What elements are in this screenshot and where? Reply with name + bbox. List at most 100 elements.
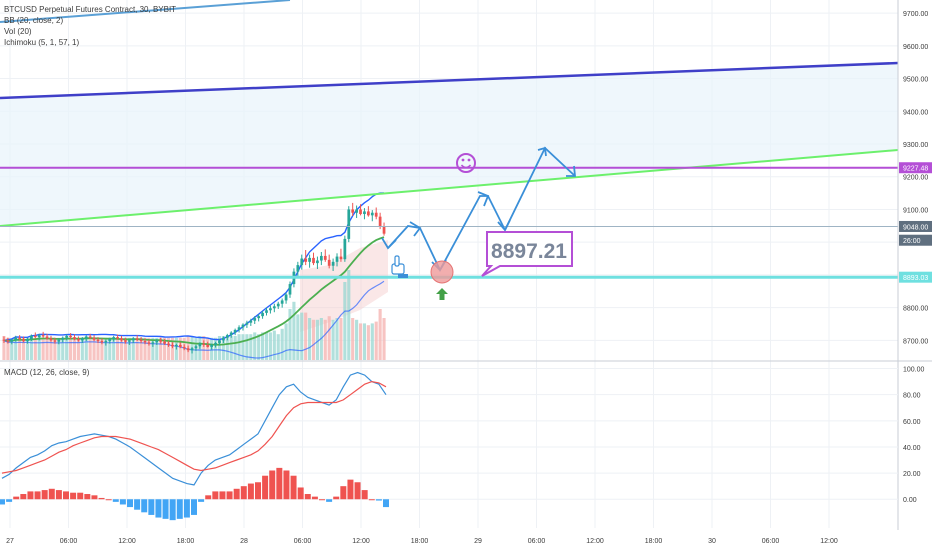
- volume-bar: [261, 332, 265, 360]
- candle-body: [100, 341, 104, 343]
- macd-histogram-bar: [255, 482, 261, 500]
- macd-histogram-bar: [375, 499, 382, 501]
- macd-histogram-bar: [269, 470, 276, 500]
- volume-bar: [355, 319, 359, 360]
- indicator-vol[interactable]: Vol (20): [4, 27, 32, 36]
- volume-bar: [6, 337, 10, 360]
- candle-body: [92, 337, 96, 340]
- candle-body: [174, 344, 178, 347]
- macd-tick-label: 0.00: [903, 497, 917, 504]
- volume-bar: [88, 339, 92, 360]
- candle-body: [84, 336, 88, 339]
- macd-histogram-bar: [347, 479, 354, 500]
- volume-bar: [315, 319, 319, 360]
- candle-body: [104, 341, 108, 343]
- volume-bar: [69, 337, 73, 360]
- volume-bar: [29, 336, 33, 360]
- price-tag-label: 26:00: [903, 238, 921, 245]
- trendline-green[interactable]: [0, 149, 899, 227]
- macd-axis-labels: 100.00 80.00 60.00 40.00 20.00 0.00: [903, 367, 925, 505]
- candle-body: [222, 337, 225, 341]
- volume-bar: [374, 321, 378, 360]
- volume-bar: [323, 319, 327, 360]
- candle-body: [335, 256, 339, 262]
- price-tag-box: [899, 234, 932, 246]
- candle-body: [194, 346, 198, 349]
- candle-body: [139, 339, 143, 342]
- volume-bar: [131, 337, 135, 360]
- candle-body: [374, 212, 378, 217]
- price-tag-label: 9048.00: [903, 224, 928, 231]
- price-tick-label: 9100.00: [903, 207, 928, 214]
- candle-body: [331, 261, 335, 266]
- candle-body: [261, 312, 264, 317]
- candle-body: [33, 335, 37, 338]
- candle-body: [327, 259, 331, 266]
- indicator-ichimoku[interactable]: Ichimoku (5, 1, 57, 1): [4, 38, 80, 47]
- time-tick-label: 30: [708, 538, 716, 545]
- price-tag-label: 9227.48: [903, 166, 928, 173]
- candle-body: [304, 258, 308, 262]
- trendline-top-blue[interactable]: [0, 0, 291, 23]
- candle-body: [186, 348, 190, 351]
- time-tick-label: 27: [6, 538, 14, 545]
- candle-body: [80, 338, 84, 341]
- volume-bar: [268, 332, 272, 360]
- volume-bar: [76, 339, 80, 360]
- macd-tick-label: 80.00: [903, 393, 921, 400]
- volume-bar: [296, 314, 300, 360]
- volume-bar: [100, 337, 104, 360]
- macd-legend[interactable]: MACD (12, 26, close, 9): [4, 368, 90, 377]
- projection-path[interactable]: [387, 146, 576, 272]
- time-tick-label: 28: [240, 538, 248, 545]
- candle-body: [10, 339, 14, 342]
- volume-bar: [49, 337, 53, 360]
- macd-histogram-bar: [127, 499, 133, 508]
- candle-body: [131, 338, 135, 341]
- volume-bar: [143, 337, 147, 360]
- candle-body: [14, 337, 18, 340]
- time-tick-label: 18:00: [177, 538, 195, 545]
- symbol-title[interactable]: BTCUSD Perpetual Futures Contract, 30, B…: [4, 5, 177, 14]
- price-tick-label: 9700.00: [903, 11, 928, 18]
- volume-bar: [225, 336, 229, 360]
- candle-body: [2, 339, 6, 341]
- volume-bar: [21, 337, 26, 360]
- price-callout[interactable]: 8897.21: [481, 231, 573, 277]
- candle-body: [370, 212, 374, 216]
- macd-histogram-bar: [304, 494, 311, 500]
- volume-bar: [370, 323, 374, 360]
- volume-bar: [84, 337, 88, 360]
- indicator-bb[interactable]: BB (20, close, 2): [4, 16, 64, 25]
- volume-bar: [264, 332, 269, 360]
- volume-bar: [163, 337, 167, 360]
- macd-histogram-bar: [162, 499, 169, 519]
- macd-histogram-bar: [105, 499, 112, 501]
- volume-bar: [18, 339, 22, 360]
- buy-zone-circle[interactable]: [430, 260, 454, 284]
- macd-histogram-bar: [262, 475, 269, 500]
- volume-bar: [217, 336, 222, 360]
- candle-body: [112, 337, 116, 340]
- volume-bar: [292, 301, 296, 360]
- candle-body: [272, 306, 276, 309]
- callout-value: 8897.21: [491, 240, 567, 263]
- price-tick-label: 9300.00: [903, 142, 928, 149]
- candle-body: [296, 265, 300, 272]
- macd-histogram-bar: [70, 492, 77, 500]
- candle-body: [288, 284, 292, 295]
- trendline-blue[interactable]: [0, 61, 899, 100]
- time-axis[interactable]: 27 06:00 12:00 18:00 28 06:00 12:00 18:00 29 06:0…: [6, 538, 838, 545]
- volume-bar: [57, 337, 61, 360]
- price-axis[interactable]: [898, 0, 932, 530]
- macd-histogram-bar: [41, 490, 48, 500]
- price-tick-label: 9500.00: [903, 77, 928, 84]
- volume-bar: [14, 337, 18, 360]
- macd-histogram-bar: [176, 499, 183, 519]
- volume-bar: [151, 337, 155, 360]
- volume-bar: [166, 337, 171, 360]
- volume-bar: [119, 337, 124, 360]
- candle-body: [65, 335, 69, 338]
- macd-histogram-bar: [48, 488, 55, 500]
